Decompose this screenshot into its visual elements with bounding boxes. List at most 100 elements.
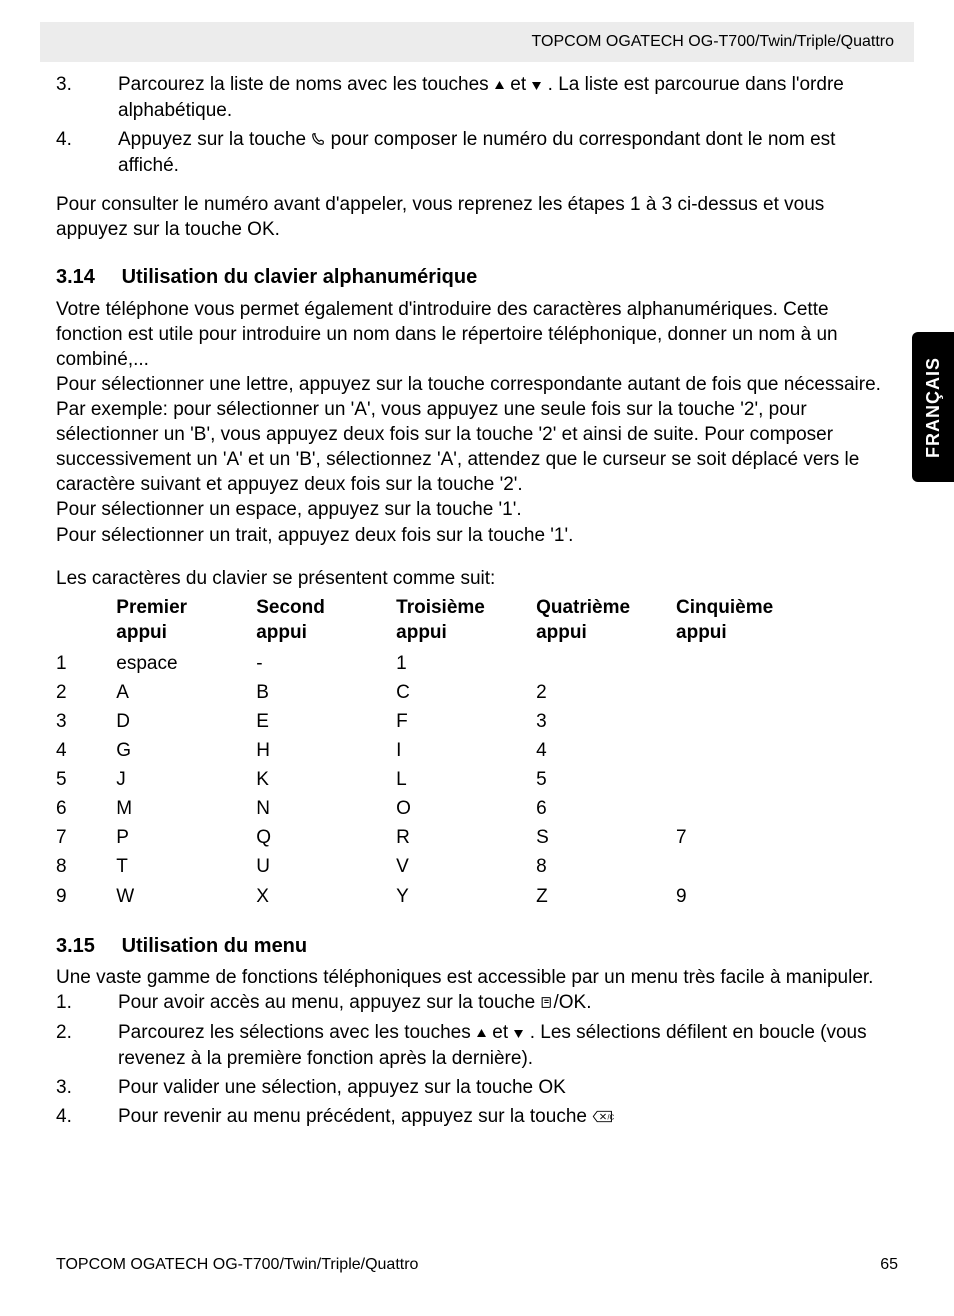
table-cell: F bbox=[396, 707, 536, 736]
text-fragment: Pour revenir au menu précédent, appuyez … bbox=[118, 1106, 592, 1127]
table-cell bbox=[676, 707, 816, 736]
table-cell: G bbox=[116, 736, 256, 765]
table-cell: 6 bbox=[536, 794, 676, 823]
keypad-table: PremierappuiSecondappuiTroisièmeappuiQua… bbox=[56, 595, 816, 911]
table-cell: 7 bbox=[56, 823, 116, 852]
table-cell: 1 bbox=[56, 649, 116, 678]
section-heading-314: 3.14 Utilisation du clavier alphanumériq… bbox=[56, 264, 898, 290]
table-header: Cinquièmeappui bbox=[676, 595, 816, 649]
list-item: 3. Pour valider une sélection, appuyez s… bbox=[56, 1075, 898, 1100]
table-cell: Y bbox=[396, 882, 536, 911]
list-body: Appuyez sur la touche pour composer le n… bbox=[118, 127, 898, 178]
table-cell: 1 bbox=[396, 649, 536, 678]
list-item: 3. Parcourez la liste de noms avec les t… bbox=[56, 72, 898, 123]
paragraph: Les caractères du clavier se présentent … bbox=[56, 566, 898, 591]
table-cell: 9 bbox=[56, 882, 116, 911]
table-cell: Z bbox=[536, 882, 676, 911]
table-cell: M bbox=[116, 794, 256, 823]
table-cell: 8 bbox=[56, 852, 116, 881]
table-row: 9WXYZ9 bbox=[56, 882, 816, 911]
table-header: Troisièmeappui bbox=[396, 595, 536, 649]
table-cell: 3 bbox=[536, 707, 676, 736]
list-number: 3. bbox=[56, 72, 118, 123]
table-row: 8TUV8 bbox=[56, 852, 816, 881]
table-cell: K bbox=[256, 765, 396, 794]
section-number: 3.15 bbox=[56, 933, 116, 959]
table-cell: 2 bbox=[56, 678, 116, 707]
table-cell: L bbox=[396, 765, 536, 794]
table-cell: U bbox=[256, 852, 396, 881]
list-number: 2. bbox=[56, 1020, 118, 1071]
table-cell: 7 bbox=[676, 823, 816, 852]
text-fragment: et bbox=[492, 1022, 513, 1043]
table-cell: J bbox=[116, 765, 256, 794]
table-cell: espace bbox=[116, 649, 256, 678]
text-fragment: Parcourez la liste de noms avec les touc… bbox=[118, 74, 494, 95]
table-cell: N bbox=[256, 794, 396, 823]
table-cell: H bbox=[256, 736, 396, 765]
section-title: Utilisation du menu bbox=[122, 935, 308, 957]
table-cell: A bbox=[116, 678, 256, 707]
table-cell bbox=[676, 678, 816, 707]
list-body: Pour valider une sélection, appuyez sur … bbox=[118, 1075, 898, 1100]
table-row: 2ABC2 bbox=[56, 678, 816, 707]
paragraph: Votre téléphone vous permet également d'… bbox=[56, 297, 898, 372]
table-row: 5JKL5 bbox=[56, 765, 816, 794]
list-number: 4. bbox=[56, 127, 118, 178]
paragraph: Pour sélectionner un trait, appuyez deux… bbox=[56, 523, 898, 548]
table-cell bbox=[676, 736, 816, 765]
table-cell: S bbox=[536, 823, 676, 852]
paragraph: Pour consulter le numéro avant d'appeler… bbox=[56, 192, 898, 242]
table-cell: O bbox=[396, 794, 536, 823]
phonebook-icon bbox=[540, 991, 553, 1016]
table-cell bbox=[676, 794, 816, 823]
paragraph: Pour sélectionner une lettre, appuyez su… bbox=[56, 372, 898, 497]
table-row: 3DEF3 bbox=[56, 707, 816, 736]
table-header bbox=[56, 595, 116, 649]
section-title: Utilisation du clavier alphanumérique bbox=[122, 266, 478, 288]
svg-text:/C: /C bbox=[608, 1114, 614, 1122]
list-body: Pour avoir accès au menu, appuyez sur la… bbox=[118, 990, 898, 1016]
table-cell bbox=[676, 852, 816, 881]
table-cell: 3 bbox=[56, 707, 116, 736]
table-cell: 6 bbox=[56, 794, 116, 823]
table-cell: I bbox=[396, 736, 536, 765]
table-cell: P bbox=[116, 823, 256, 852]
table-cell: C bbox=[396, 678, 536, 707]
section-number: 3.14 bbox=[56, 264, 116, 290]
table-header: Secondappui bbox=[256, 595, 396, 649]
language-tab-label: FRANÇAIS bbox=[923, 357, 944, 458]
text-fragment: Appuyez sur la touche bbox=[118, 129, 311, 150]
list-body: Pour revenir au menu précédent, appuyez … bbox=[118, 1104, 898, 1130]
table-cell: X bbox=[256, 882, 396, 911]
section-heading-315: 3.15 Utilisation du menu bbox=[56, 933, 898, 959]
language-tab: FRANÇAIS bbox=[912, 332, 954, 482]
list-item: 4. Appuyez sur la touche pour composer l… bbox=[56, 127, 898, 178]
table-cell: B bbox=[256, 678, 396, 707]
table-cell: T bbox=[116, 852, 256, 881]
paragraph: Pour sélectionner un espace, appuyez sur… bbox=[56, 497, 898, 522]
list-number: 1. bbox=[56, 990, 118, 1016]
table-header: Premierappui bbox=[116, 595, 256, 649]
table-cell bbox=[536, 649, 676, 678]
table-cell: 5 bbox=[536, 765, 676, 794]
table-cell: R bbox=[396, 823, 536, 852]
table-cell: 2 bbox=[536, 678, 676, 707]
table-cell: E bbox=[256, 707, 396, 736]
text-fragment: Parcourez les sélections avec les touche… bbox=[118, 1022, 476, 1043]
page-number: 65 bbox=[880, 1256, 898, 1274]
table-cell: W bbox=[116, 882, 256, 911]
table-cell: 8 bbox=[536, 852, 676, 881]
table-cell: 4 bbox=[536, 736, 676, 765]
up-triangle-icon bbox=[494, 73, 505, 98]
table-cell: D bbox=[116, 707, 256, 736]
table-row: 1espace-1 bbox=[56, 649, 816, 678]
list-body: Parcourez la liste de noms avec les touc… bbox=[118, 72, 898, 123]
list-number: 3. bbox=[56, 1075, 118, 1100]
down-triangle-icon bbox=[531, 73, 542, 98]
page-content: 3. Parcourez la liste de noms avec les t… bbox=[0, 62, 954, 1130]
table-cell bbox=[676, 649, 816, 678]
delete-back-icon: /C bbox=[592, 1105, 614, 1130]
table-cell bbox=[676, 765, 816, 794]
list-body: Parcourez les sélections avec les touche… bbox=[118, 1020, 898, 1071]
